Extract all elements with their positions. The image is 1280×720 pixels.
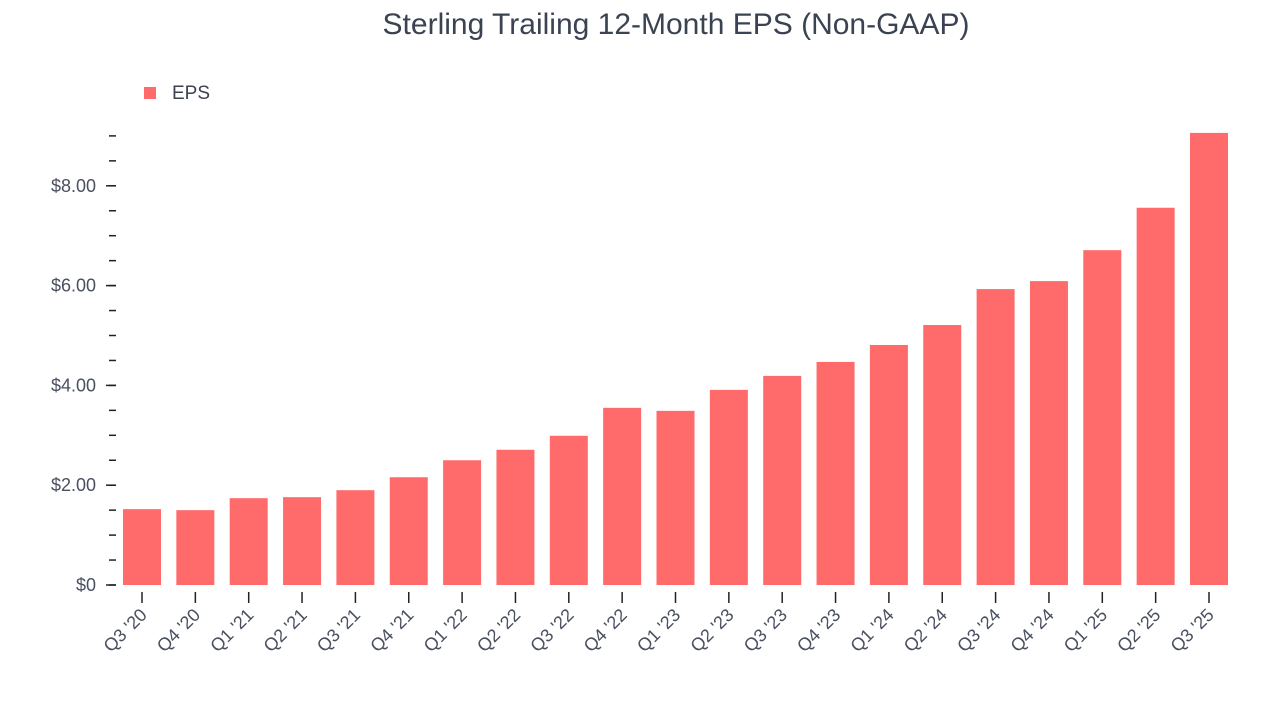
bar (869, 344, 908, 585)
x-tick-label: Q3 '22 (526, 605, 577, 656)
y-tick-label: $2.00 (51, 475, 96, 495)
bar (923, 325, 962, 585)
x-tick-label: Q3 '23 (740, 605, 791, 656)
x-tick-label: Q1 '22 (420, 605, 471, 656)
y-tick-label: $8.00 (51, 176, 96, 196)
bar (229, 498, 268, 585)
bar (176, 510, 215, 585)
legend-swatch (144, 87, 156, 99)
x-tick-label: Q3 '21 (313, 605, 364, 656)
bar (656, 410, 695, 585)
bar (603, 407, 642, 585)
x-tick-label: Q4 '23 (793, 605, 844, 656)
legend-label: EPS (172, 83, 210, 104)
x-tick-label: Q2 '22 (473, 605, 524, 656)
bar (549, 435, 588, 585)
y-tick-label: $4.00 (51, 375, 96, 395)
bar (709, 389, 748, 585)
x-tick-label: Q2 '25 (1113, 605, 1164, 656)
bar (283, 497, 322, 585)
bar (763, 375, 802, 585)
bar (496, 449, 535, 585)
bar (336, 490, 375, 585)
x-tick-label: Q1 '25 (1060, 605, 1111, 656)
x-tick-label: Q4 '20 (153, 605, 204, 656)
bar (1190, 132, 1228, 585)
bar (389, 477, 428, 585)
bars (123, 132, 1228, 586)
x-tick-label: Q4 '21 (366, 605, 417, 656)
x-axis: Q3 '20 Q4 '20 Q1 '21 Q2 '21 Q3 '21 Q4 '21 Q1 '… (100, 592, 1218, 656)
x-tick-label: Q2 '24 (900, 605, 951, 656)
bar (123, 509, 161, 585)
x-tick-label: Q3 '24 (953, 605, 1004, 656)
x-tick-label: Q3 '25 (1167, 605, 1218, 656)
x-tick-label: Q2 '21 (260, 605, 311, 656)
x-tick-label: Q1 '23 (633, 605, 684, 656)
y-tick-label: $6.00 (51, 276, 96, 296)
bar (1136, 207, 1175, 586)
bar (816, 361, 855, 585)
chart-title: Sterling Trailing 12-Month EPS (Non-GAAP… (383, 8, 970, 41)
y-tick-label: $0 (76, 575, 96, 595)
x-tick-label: Q1 '21 (206, 605, 257, 656)
bar (443, 460, 482, 585)
x-tick-label: Q2 '23 (686, 605, 737, 656)
bar (976, 289, 1015, 585)
bar (1029, 281, 1068, 585)
bar (1083, 250, 1122, 585)
x-tick-label: Q1 '24 (846, 605, 897, 656)
x-tick-label: Q4 '24 (1007, 605, 1058, 656)
x-tick-label: Q3 '20 (100, 605, 151, 656)
y-axis: $0 $2.00 $4.00 $6.00 $8.00 (51, 135, 116, 595)
x-tick-label: Q4 '22 (580, 605, 631, 656)
